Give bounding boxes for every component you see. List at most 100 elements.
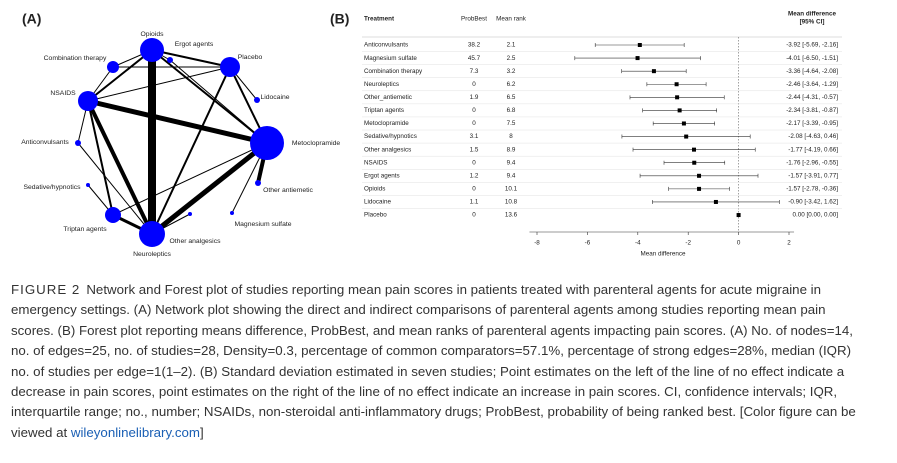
probbest: 1.5	[470, 146, 479, 153]
ci-label: -3.92 [-5.69, -2.16]	[786, 42, 838, 49]
panel-label: (B)	[330, 11, 349, 27]
edge	[77, 142, 153, 235]
meanrank: 8	[509, 133, 513, 140]
probbest: 1.2	[470, 172, 479, 179]
figure: (A) (B) Opioids Ergot agents Placebo Combin…	[21, 11, 842, 258]
figure-caption: FIGURE 2 Network and Forest plot of studi…	[11, 280, 861, 443]
ci-label: -1.77 [-4.19, 0.66]	[788, 146, 838, 153]
meanrank: 13.6	[505, 212, 518, 219]
meanrank: 9.4	[507, 172, 516, 179]
node-label: Combination therapy	[44, 55, 107, 62]
network-plot: Opioids Ergot agents Placebo Combination th…	[21, 31, 340, 258]
node-label: NSAIDS	[50, 90, 76, 97]
treatment-label: Combination therapy	[364, 68, 423, 75]
probbest: 7.3	[470, 68, 479, 75]
probbest: 38.2	[468, 42, 481, 49]
treatment-label: Triptan agents	[364, 107, 404, 114]
caption-text: Network and Forest plot of studies repor…	[11, 282, 856, 440]
node	[139, 221, 165, 247]
edge	[87, 100, 114, 216]
probbest: 0	[472, 159, 476, 166]
point-estimate	[692, 160, 697, 165]
node-label: Opioids	[140, 31, 164, 38]
probbest: 3.1	[470, 133, 479, 140]
treatment-label: Opioids	[364, 186, 385, 193]
point-estimate	[675, 95, 680, 100]
caption-link[interactable]: wileyonlinelibrary.com	[70, 424, 200, 440]
probbest: 1.1	[470, 199, 479, 206]
point-estimate	[681, 121, 686, 126]
treatment-label: Other_antiemetic	[364, 94, 412, 101]
caption-text: ]	[199, 424, 204, 440]
treatment-label: Ergot agents	[364, 172, 400, 179]
node	[167, 57, 173, 63]
x-tick-label: -8	[534, 240, 540, 247]
node-label: Ergot agents	[175, 41, 214, 48]
ci-label: -2.08 [-4.63, 0.46]	[788, 133, 838, 140]
probbest: 1.9	[470, 94, 479, 101]
column-header: Mean difference	[788, 11, 836, 18]
x-tick-label: -2	[685, 240, 691, 247]
x-axis-label: Mean difference	[640, 251, 686, 258]
treatment-label: Anticonvulsants	[364, 42, 408, 49]
point-estimate	[697, 186, 702, 191]
ci-label: -2.46 [-3.64, -1.29]	[786, 81, 838, 88]
node	[220, 57, 240, 77]
treatment-label: Neuroleptics	[364, 81, 399, 88]
ci-label: 0.00 [0.00, 0.00]	[792, 212, 838, 219]
node	[250, 126, 284, 160]
point-estimate	[691, 147, 696, 152]
node-label: Other analgesics	[169, 238, 221, 245]
ci-label: -1.57 [-2.78, -0.36]	[786, 186, 838, 193]
ci-label: -1.57 [-3.91, 0.77]	[788, 172, 838, 179]
probbest: 0	[472, 212, 476, 219]
point-estimate	[637, 43, 642, 47]
panel-label: (A)	[22, 11, 41, 27]
edge	[87, 98, 268, 146]
ci-label: -4.01 [-6.50, -1.51]	[786, 55, 838, 62]
ci-label: -2.44 [-4.31, -0.57]	[786, 94, 838, 101]
column-header: [95% CI]	[800, 19, 825, 26]
node	[78, 91, 98, 111]
probbest: 45.7	[468, 55, 481, 62]
node	[254, 97, 260, 103]
edge	[87, 49, 153, 102]
column-header: ProbBest	[461, 16, 487, 23]
point-estimate	[635, 56, 640, 61]
edge	[151, 49, 268, 144]
x-tick-label: -6	[585, 240, 591, 247]
meanrank: 3.2	[507, 68, 516, 75]
treatment-label: Sedative/hypnotics	[364, 133, 417, 140]
edge	[151, 49, 231, 68]
treatment-label: Other analgesics	[364, 146, 411, 153]
treatment-label: Metoclopramide	[364, 120, 409, 127]
caption-label: FIGURE 2	[11, 282, 81, 297]
node-label: Lidocaine	[260, 94, 289, 101]
meanrank: 9.4	[507, 159, 516, 166]
node	[230, 211, 234, 215]
ci-label: -2.17 [-3.39, -0.95]	[786, 120, 838, 127]
ci-label: -0.90 [-3.42, 1.62]	[788, 199, 838, 206]
meanrank: 7.5	[507, 120, 516, 127]
probbest: 0	[472, 81, 476, 88]
edge	[87, 66, 231, 102]
node	[255, 180, 261, 186]
node-label: Other antiemetic	[263, 187, 313, 194]
ci-label: -2.34 [-3.81, -0.87]	[786, 107, 838, 114]
meanrank: 10.1	[505, 186, 518, 193]
node	[107, 61, 119, 73]
edge	[151, 66, 231, 235]
x-tick-label: 2	[787, 240, 791, 247]
node	[75, 140, 81, 146]
point-estimate	[651, 69, 656, 74]
meanrank: 2.1	[507, 42, 516, 49]
node	[140, 38, 164, 62]
node	[105, 207, 121, 223]
point-estimate	[736, 213, 741, 218]
point-estimate	[677, 108, 682, 113]
edge	[169, 59, 268, 144]
node-label: Triptan agents	[63, 226, 107, 233]
meanrank: 6.5	[507, 94, 516, 101]
treatment-label: NSAIDS	[364, 159, 387, 166]
treatment-label: Placebo	[364, 212, 387, 219]
